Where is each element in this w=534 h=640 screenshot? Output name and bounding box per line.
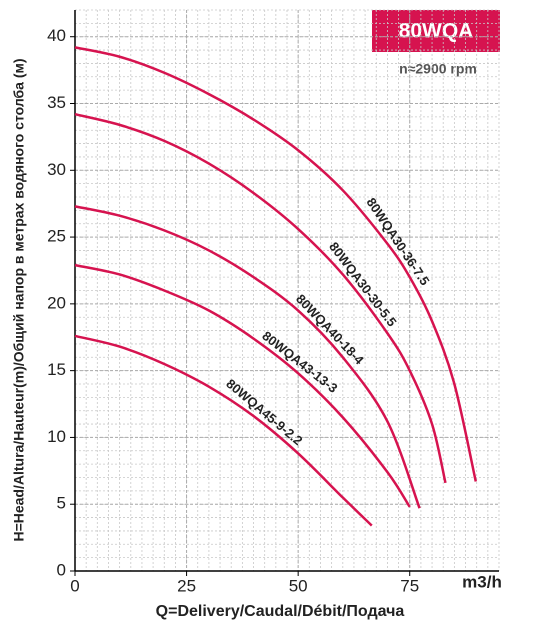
- y-tick-label: 30: [47, 160, 66, 179]
- curve: [74, 263, 411, 508]
- y-tick-label: 20: [47, 293, 66, 312]
- series-label: 80WQA30-36-7.5: [363, 195, 432, 288]
- y-tick-label: 15: [47, 360, 66, 379]
- curve: [74, 205, 421, 509]
- y-tick-label: 0: [57, 560, 66, 579]
- x-unit: m3/h: [462, 572, 502, 591]
- x-axis-label: Q=Delivery/Caudal/Débit/Подача: [156, 603, 405, 620]
- y-tick-label: 10: [47, 427, 66, 446]
- subtitle: n≈2900 rpm: [399, 61, 477, 77]
- x-tick-label: 75: [400, 576, 419, 595]
- curve: [74, 112, 447, 484]
- series-label: 80WQA30-30-5.5: [326, 239, 400, 329]
- curve: [74, 334, 373, 527]
- x-tick-label: 0: [70, 576, 79, 595]
- y-tick-label: 5: [57, 494, 66, 513]
- y-axis-label: H=Head/Altura/Hauteur(m)/Общий напор в м…: [11, 58, 27, 541]
- x-tick-label: 25: [177, 576, 196, 595]
- y-tick-label: 25: [47, 227, 66, 246]
- y-tick-label: 40: [47, 26, 66, 45]
- curve: [74, 46, 478, 482]
- y-tick-label: 35: [47, 93, 66, 112]
- badge-box: [372, 10, 500, 52]
- x-tick-label: 50: [289, 576, 308, 595]
